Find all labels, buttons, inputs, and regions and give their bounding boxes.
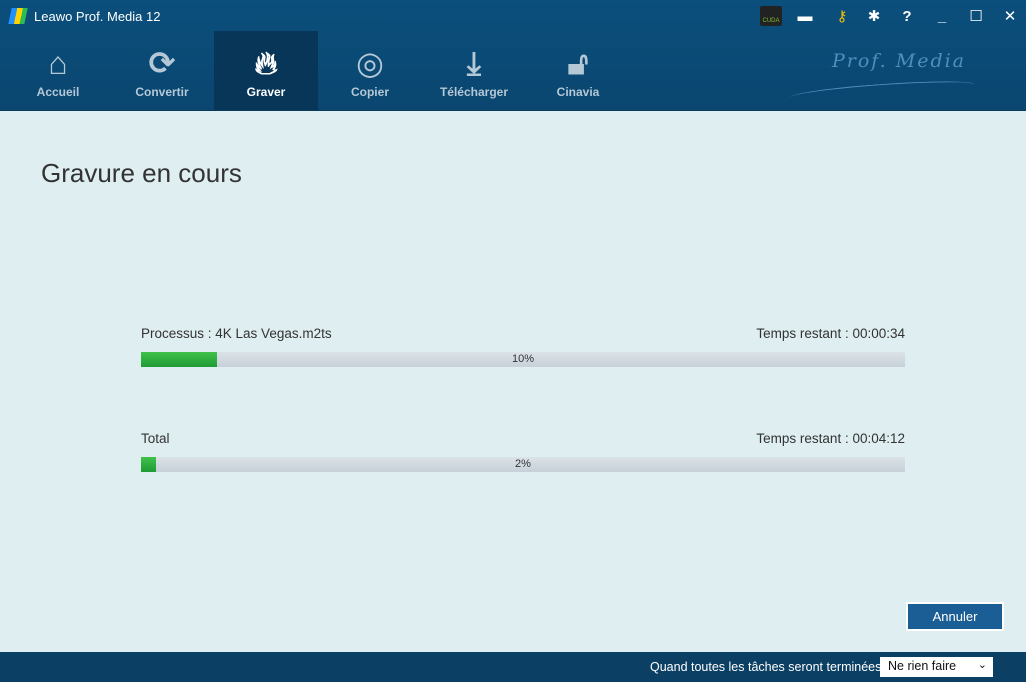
key-icon[interactable]: ⚷ — [836, 8, 848, 25]
total-progress-bar: 2% — [141, 457, 905, 472]
nav-copier[interactable]: ◎ Copier — [318, 31, 422, 110]
total-label: Total — [141, 431, 170, 446]
download-icon: ⤓ — [466, 45, 482, 81]
flame-icon: 🔥︎ — [254, 45, 278, 81]
disc-icon: ◎ — [356, 45, 384, 81]
on-complete-select[interactable]: Ne rien faire ⌄ — [880, 657, 993, 677]
nav-graver[interactable]: 🔥︎ Graver — [214, 31, 318, 110]
process-label: Processus : 4K Las Vegas.m2ts — [141, 326, 332, 341]
brand-swoosh — [789, 77, 976, 105]
total-remaining: Temps restant : 00:04:12 — [756, 431, 905, 446]
maximize-icon[interactable]: ☐ — [969, 8, 983, 25]
total-percent: 2% — [515, 458, 531, 470]
minimize-icon[interactable]: _ — [937, 8, 947, 25]
convert-icon: ⟳ — [148, 45, 176, 81]
on-complete-label: Quand toutes les tâches seront terminées… — [650, 660, 889, 674]
process-percent: 10% — [511, 353, 535, 365]
chevron-down-icon: ⌄ — [977, 659, 987, 671]
process-progress-fill — [141, 352, 218, 367]
nav-accueil[interactable]: ⌂ Accueil — [6, 31, 110, 110]
brand-logo: Prof. Media — [832, 50, 967, 72]
nav-telecharger[interactable]: ⤓ Télécharger — [422, 31, 526, 110]
select-value: Ne rien faire — [888, 659, 957, 673]
nav-cinavia[interactable]: 🔓︎ Cinavia — [526, 31, 630, 110]
nav-convertir[interactable]: ⟳ Convertir — [110, 31, 214, 110]
unlock-icon: 🔓︎ — [567, 45, 589, 81]
footer: Quand toutes les tâches seront terminées… — [0, 652, 1026, 682]
header: Leawo Prof. Media 12 CUDA ▬ ⚷ ✱ ? _ ☐ ✕ … — [0, 0, 1026, 111]
home-icon: ⌂ — [48, 45, 68, 81]
app-logo — [8, 8, 28, 24]
process-remaining: Temps restant : 00:00:34 — [756, 326, 905, 341]
page-title: Gravure en cours — [41, 158, 242, 188]
window-title: Leawo Prof. Media 12 — [34, 9, 161, 24]
help-icon[interactable]: ? — [902, 8, 912, 25]
cancel-button[interactable]: Annuler — [906, 602, 1004, 631]
feedback-icon[interactable]: ▬ — [797, 8, 813, 25]
gear-icon[interactable]: ✱ — [867, 8, 881, 25]
total-progress-fill — [141, 457, 157, 472]
cuda-icon[interactable]: CUDA — [760, 6, 782, 26]
close-icon[interactable]: ✕ — [1003, 8, 1017, 25]
process-progress-bar: 10% — [141, 352, 905, 367]
